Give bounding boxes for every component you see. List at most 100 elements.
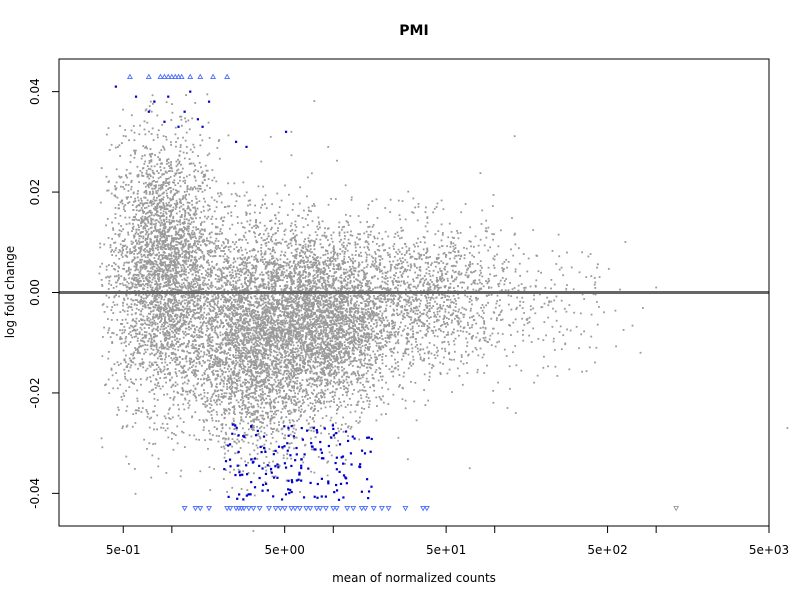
ns-point	[227, 134, 230, 137]
ns-point	[101, 262, 104, 265]
ns-point	[274, 287, 277, 290]
ns-point	[132, 246, 135, 249]
ns-point	[247, 327, 249, 329]
ns-point	[162, 307, 164, 310]
ns-point	[124, 318, 127, 321]
ns-point	[152, 443, 155, 446]
ns-point	[142, 297, 145, 300]
ns-point	[137, 283, 140, 286]
ns-point	[217, 275, 220, 278]
ns-point	[295, 240, 297, 243]
ns-point	[157, 177, 160, 180]
ns-point	[123, 188, 126, 191]
ns-point	[283, 405, 286, 408]
ns-point	[138, 332, 141, 335]
ns-point	[261, 383, 263, 386]
ns-point	[294, 302, 297, 305]
ns-point	[137, 224, 140, 226]
ns-point	[138, 409, 140, 412]
ns-point	[200, 384, 203, 387]
ns-point	[133, 253, 136, 255]
ns-point	[134, 492, 137, 495]
ns-point	[164, 223, 167, 226]
ns-point	[234, 354, 237, 357]
ns-point	[152, 273, 155, 275]
ns-point	[175, 189, 177, 192]
ns-point	[202, 209, 205, 212]
ns-point	[152, 349, 155, 351]
ns-point	[167, 267, 170, 270]
ns-point	[263, 354, 266, 357]
ns-point	[146, 216, 149, 219]
ns-point	[172, 215, 175, 218]
ns-point	[240, 325, 243, 328]
ns-point	[125, 223, 128, 226]
ns-point	[258, 345, 261, 347]
ns-point	[223, 337, 226, 340]
ns-point	[231, 332, 234, 334]
ns-point	[170, 213, 173, 215]
ns-point	[210, 270, 212, 273]
ns-point	[166, 347, 169, 350]
ns-point	[229, 296, 231, 298]
ns-point	[161, 278, 164, 281]
ns-point	[142, 315, 145, 318]
ns-point	[187, 247, 190, 250]
ns-point	[119, 311, 122, 313]
ns-point	[168, 228, 170, 231]
ns-point	[162, 224, 165, 227]
ns-point	[259, 259, 262, 262]
ns-point	[152, 374, 155, 377]
ns-point	[174, 277, 176, 280]
ns-point	[267, 371, 270, 374]
ns-point	[160, 344, 163, 346]
ns-point	[237, 297, 240, 300]
ns-point	[160, 297, 163, 300]
ns-point	[172, 261, 175, 264]
ns-point	[183, 319, 186, 322]
ns-point	[148, 417, 151, 420]
ns-point	[130, 114, 133, 117]
ns-point	[191, 299, 194, 302]
ns-point	[294, 223, 297, 226]
ns-point	[253, 309, 255, 312]
ns-point	[220, 395, 223, 398]
ns-point	[148, 105, 151, 108]
ns-point	[175, 247, 177, 250]
ns-point	[268, 299, 271, 301]
ns-point	[151, 180, 154, 183]
ns-point	[168, 226, 171, 229]
ns-point	[120, 337, 123, 340]
ns-point	[135, 286, 138, 289]
ns-point	[232, 274, 234, 277]
ns-point	[112, 228, 115, 231]
ns-point	[155, 344, 158, 347]
ns-point	[187, 251, 190, 254]
ns-point	[179, 150, 182, 153]
ns-point	[178, 309, 180, 312]
ns-point	[165, 207, 168, 210]
ns-point	[125, 270, 128, 273]
ns-point	[174, 133, 177, 136]
ns-point	[114, 195, 117, 198]
ns-point	[196, 284, 199, 287]
ns-point	[146, 286, 149, 289]
ns-point	[123, 245, 125, 247]
ns-point	[241, 263, 243, 266]
ns-point	[194, 241, 196, 244]
ns-point	[247, 412, 250, 414]
ns-point	[192, 265, 194, 268]
ns-point	[115, 372, 118, 374]
ns-point	[137, 294, 140, 297]
ns-point	[140, 221, 143, 223]
ns-point	[133, 303, 136, 305]
ns-point	[252, 311, 255, 314]
ns-point	[165, 339, 167, 341]
ns-point	[203, 197, 205, 200]
ns-point	[151, 261, 154, 264]
ns-point	[155, 378, 157, 380]
ns-point	[171, 294, 173, 297]
ns-point	[242, 234, 245, 237]
ns-point	[189, 361, 192, 364]
ns-point	[201, 190, 204, 193]
